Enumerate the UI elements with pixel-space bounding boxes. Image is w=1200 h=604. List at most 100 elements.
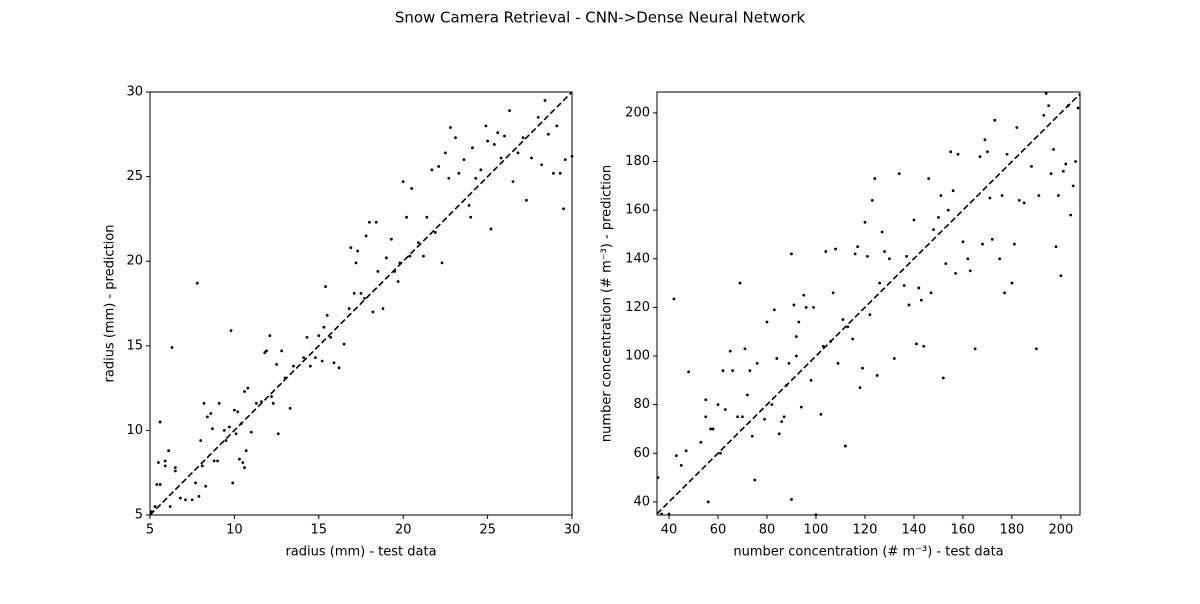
point [474,176,478,180]
point [530,156,533,160]
point [322,325,326,329]
point [521,136,525,140]
point [209,412,213,415]
point [347,307,351,310]
point [780,420,784,424]
point [194,481,197,485]
point [308,364,312,368]
point [932,228,935,231]
point [462,158,466,162]
point [939,194,943,197]
point [496,131,500,135]
point [870,199,874,202]
point [704,415,708,419]
point [672,297,676,301]
point [283,376,287,380]
point [892,357,896,360]
point [467,203,471,207]
x-tick-label: 60 [710,523,727,538]
point [706,500,710,504]
point [902,284,906,287]
point [836,361,840,365]
point [782,415,786,419]
point [263,351,267,354]
point [897,172,901,176]
point [863,220,867,224]
point [354,261,358,265]
point [853,252,857,256]
point [941,376,945,380]
point [170,346,174,349]
point [241,461,245,464]
point [254,401,258,405]
x-tick-label: 180 [999,523,1024,538]
y-tick-label: 40 [633,494,650,509]
point [973,347,977,351]
x-tick-label: 160 [951,523,976,538]
point [1022,201,1026,205]
point [819,412,823,416]
point [1003,291,1006,295]
x-tick-label: 30 [564,523,581,538]
point [555,124,559,128]
point [425,215,429,219]
point [704,398,708,402]
point [829,340,833,343]
point [325,313,329,317]
point [444,151,447,155]
point [511,180,515,184]
point [222,429,226,432]
point [260,400,263,404]
point [988,196,992,200]
point [699,440,703,444]
point [858,386,862,390]
point [949,150,953,154]
point [243,390,246,393]
point [389,237,393,241]
point [824,250,828,253]
point [968,269,972,273]
point [1059,274,1063,278]
point [954,271,957,275]
point [794,354,798,358]
point [922,344,926,348]
x-axis-label: number concentration (# m⁻³) - test data [733,545,1003,560]
point [329,335,333,339]
x-tick-label: 200 [1048,523,1073,538]
point [1054,245,1058,249]
point [305,335,309,339]
point [546,132,550,136]
point [173,469,177,473]
point [802,293,806,297]
point [792,303,796,307]
axes-frame [656,91,1081,516]
point [525,198,528,202]
point [981,242,984,246]
point [1017,199,1021,202]
point [216,459,219,463]
point [492,143,496,146]
point [821,344,825,348]
point [449,126,452,129]
point [320,359,324,363]
point [173,466,177,470]
point [437,165,441,168]
point [917,286,921,290]
point [790,498,793,501]
point [765,320,769,324]
point [1010,281,1014,285]
point [422,254,425,258]
point [349,246,353,250]
point [843,444,847,448]
point [416,241,420,244]
point [1047,104,1051,108]
point [1000,194,1004,197]
point [563,158,567,162]
point [381,307,385,310]
point [342,342,346,346]
point [271,401,275,405]
point [469,215,473,219]
point [748,369,752,372]
point [1005,152,1009,156]
point [875,374,879,377]
